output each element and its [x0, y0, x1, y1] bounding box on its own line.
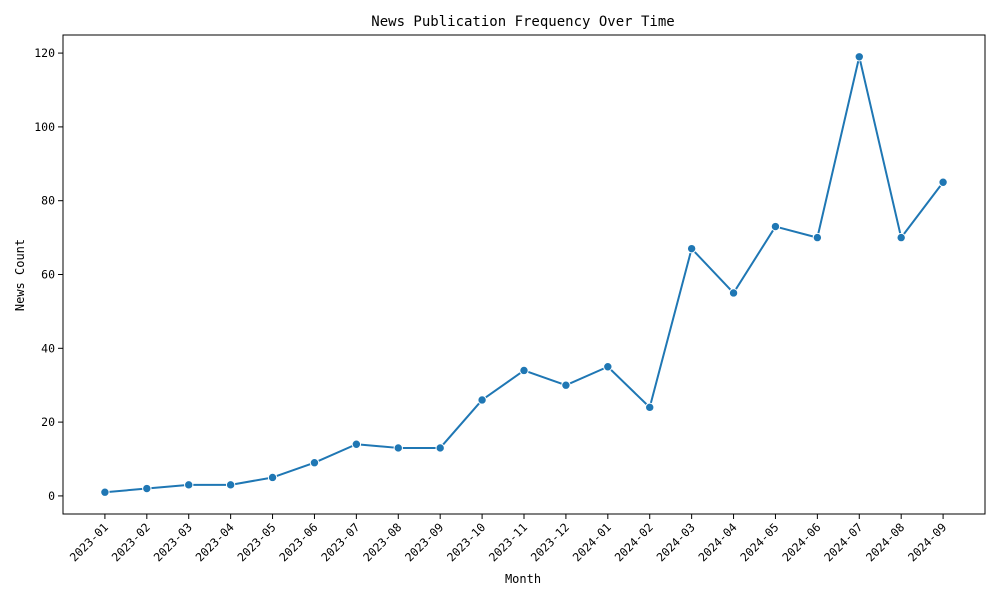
y-axis-label: News Count — [13, 239, 27, 311]
x-tick-label-2023-06: 2023-06 — [276, 520, 320, 564]
data-point-2023-08 — [393, 443, 403, 453]
data-point-2023-07 — [351, 439, 362, 449]
y-tick-label-20: 20 — [41, 415, 55, 429]
data-point-2024-05 — [770, 221, 781, 232]
data-point-2023-02 — [142, 483, 152, 494]
data-point-2024-03 — [686, 243, 697, 254]
series-line — [103, 55, 945, 494]
x-tick-label-2024-04: 2024-04 — [695, 520, 739, 564]
plot-area: 0204060801001202023-012023-022023-032023… — [34, 34, 986, 564]
data-point-2023-06 — [309, 458, 320, 468]
data-point-2024-08 — [896, 232, 906, 243]
data-point-2023-01 — [100, 487, 110, 497]
data-point-2023-05 — [267, 472, 278, 483]
x-tick-label-2023-05: 2023-05 — [234, 520, 278, 564]
data-point-2024-04 — [728, 288, 739, 298]
x-tick-label-2023-01: 2023-01 — [67, 520, 111, 564]
x-tick-label-2023-04: 2023-04 — [193, 520, 237, 564]
data-point-2023-11 — [519, 365, 529, 376]
x-tick-label-2023-03: 2023-03 — [151, 520, 195, 564]
data-point-2024-07 — [854, 52, 864, 62]
x-tick-label-2024-05: 2024-05 — [737, 520, 781, 564]
x-tick-label-2024-02: 2024-02 — [612, 520, 656, 564]
x-tick-label-2023-11: 2023-11 — [486, 520, 530, 564]
x-tick-label-2023-12: 2023-12 — [528, 520, 572, 564]
x-axis-label: Month — [505, 572, 541, 586]
x-tick-label-2023-09: 2023-09 — [402, 520, 446, 564]
data-point-2024-09 — [938, 177, 948, 187]
data-point-2023-09 — [435, 443, 445, 453]
data-point-2024-01 — [603, 362, 613, 372]
y-tick-label-100: 100 — [34, 120, 55, 134]
x-tick-label-2023-08: 2023-08 — [360, 520, 404, 564]
y-tick-label-80: 80 — [41, 194, 55, 208]
x-tick-label-2023-07: 2023-07 — [318, 520, 362, 564]
y-tick-label-40: 40 — [41, 341, 55, 355]
data-point-2023-10 — [477, 395, 487, 405]
x-tick-label-2024-07: 2024-07 — [821, 520, 865, 564]
x-tick-label-2024-01: 2024-01 — [570, 520, 614, 564]
data-point-2024-02 — [645, 402, 655, 413]
x-tick-label-2024-09: 2024-09 — [905, 520, 949, 564]
data-point-2023-12 — [561, 380, 571, 390]
x-tick-label-2024-03: 2024-03 — [654, 520, 698, 564]
x-tick-label-2024-06: 2024-06 — [779, 520, 823, 564]
data-point-2023-03 — [184, 480, 194, 490]
y-tick-label-0: 0 — [48, 489, 55, 503]
y-tick-label-60: 60 — [41, 268, 55, 282]
chart-title: News Publication Frequency Over Time — [371, 14, 674, 30]
x-tick-label-2024-08: 2024-08 — [863, 520, 907, 564]
x-tick-label-2023-02: 2023-02 — [109, 520, 153, 564]
y-tick-label-120: 120 — [34, 46, 55, 60]
x-tick-label-2023-10: 2023-10 — [444, 520, 488, 564]
data-point-2023-04 — [225, 480, 236, 490]
data-point-2024-06 — [812, 232, 823, 243]
